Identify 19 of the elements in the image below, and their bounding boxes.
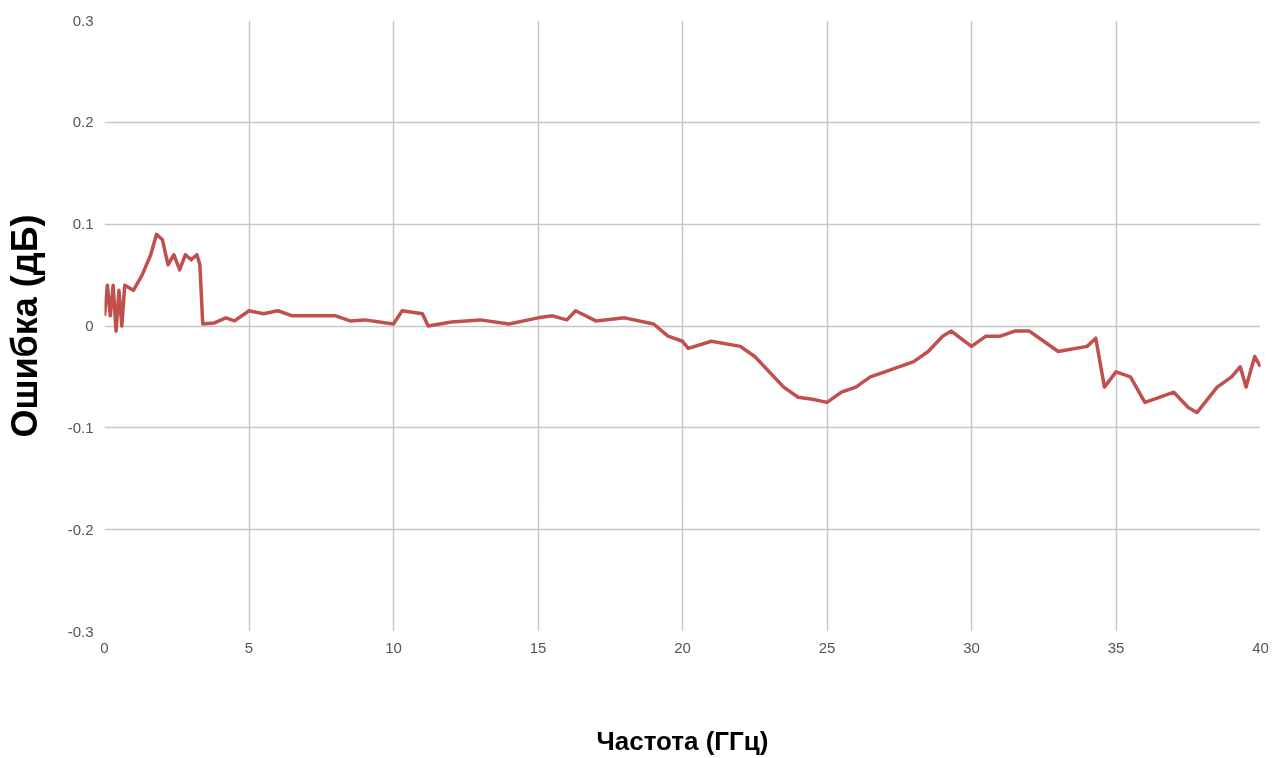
- y-tick-label: 0: [85, 317, 94, 334]
- x-tick-label: 10: [385, 638, 402, 656]
- x-tick-label: 35: [1107, 638, 1125, 656]
- x-tick-label: 20: [674, 638, 691, 656]
- line-series: [104, 232, 1261, 415]
- x-tick-label: 40: [1252, 638, 1269, 656]
- y-tick-label: 0.2: [72, 113, 94, 131]
- y-tick-label: -0.1: [67, 418, 94, 436]
- x-tick-label: 15: [529, 638, 547, 656]
- y-tick-label: -0.3: [67, 622, 94, 640]
- y-tick-label: 0.1: [72, 215, 94, 233]
- x-tick-label: 5: [244, 638, 254, 656]
- x-axis-title: Частота (ГГц): [596, 725, 769, 756]
- y-axis-title: Ошибка (дБ): [3, 214, 45, 438]
- x-tick-label: 25: [818, 638, 836, 656]
- y-tick-label: -0.2: [67, 520, 94, 538]
- x-tick-label: 0: [100, 638, 109, 656]
- x-tick-label: 30: [963, 638, 980, 656]
- y-tick-label: 0.3: [72, 11, 94, 29]
